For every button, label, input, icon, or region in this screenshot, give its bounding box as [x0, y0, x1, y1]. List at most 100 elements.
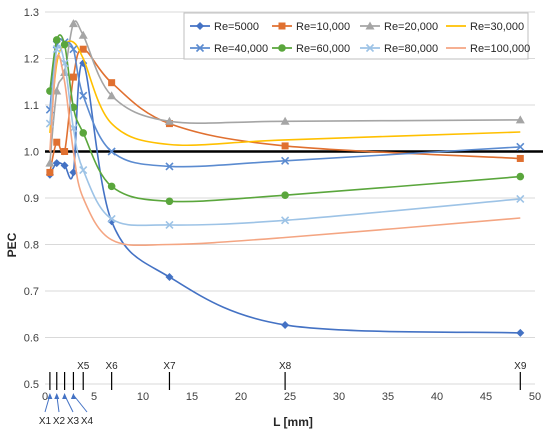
position-marker-label: X6: [106, 361, 119, 372]
series-line-5: [49, 34, 521, 203]
y-tick-label: 0.5: [24, 379, 39, 391]
data-point: [52, 86, 62, 95]
legend: Re=5000 Re=10,000 Re=20,000 Re=30,000 Re=40,…: [183, 12, 530, 60]
x-tick-label: 35: [382, 391, 394, 403]
series-group: [45, 19, 525, 337]
legend-label: Re=5000: [214, 21, 259, 33]
data-point: [60, 40, 69, 49]
data-point: [108, 79, 116, 87]
data-point: [165, 162, 174, 171]
legend-marker: [365, 21, 375, 30]
data-point: [516, 328, 525, 337]
data-point: [107, 147, 116, 156]
x-tick-label: 50: [529, 391, 541, 403]
legend-label: Re=10,000: [296, 21, 350, 33]
position-markers: X1 X2 X3 X4 X5 X6 X7 X8 X9: [39, 361, 527, 427]
data-point: [46, 168, 54, 176]
data-point: [281, 191, 289, 200]
series-line-3: [49, 40, 521, 147]
x-tick-label: 40: [431, 391, 443, 403]
legend-box: [183, 12, 529, 60]
x-tick-label: 0: [42, 391, 48, 403]
series-line-1: [49, 48, 521, 173]
position-marker-label: X8: [279, 361, 292, 372]
position-marker-arrowhead: [62, 393, 68, 399]
data-point: [61, 148, 69, 155]
x-tick-label: 30: [333, 391, 345, 403]
legend-marker: [196, 22, 204, 30]
data-point: [281, 156, 290, 165]
series-line-7: [49, 54, 521, 247]
data-point: [53, 138, 61, 146]
data-point: [281, 142, 289, 150]
data-point: [52, 45, 61, 54]
legend-marker: [195, 43, 205, 53]
data-point: [516, 154, 524, 162]
data-point: [69, 45, 78, 54]
legend-marker: [278, 22, 286, 30]
data-point: [107, 91, 117, 100]
data-point: [79, 91, 88, 100]
axes: 0.5 0.6 0.7 0.8 0.9 1.0 1.1 1.2 1.3 0 5 10 15 20 25 30 3…: [24, 7, 541, 403]
legend-label: Re=60,000: [296, 43, 350, 55]
y-tick-label: 0.8: [24, 240, 39, 252]
x-tick-label: 25: [284, 391, 296, 403]
y-tick-label: 1.2: [24, 54, 39, 66]
y-tick-label: 0.6: [24, 333, 39, 345]
position-marker-arrowhead: [70, 393, 76, 399]
position-marker-label: X9: [514, 361, 527, 372]
data-point: [107, 182, 116, 191]
data-point: [165, 197, 174, 206]
data-point: [52, 36, 61, 44]
x-tick-label: 5: [91, 391, 97, 403]
data-point: [52, 159, 61, 168]
position-marker-label: X7: [163, 361, 176, 372]
data-point: [516, 172, 525, 181]
position-marker-label: X2: [53, 416, 66, 427]
data-point: [79, 45, 87, 53]
data-point: [281, 216, 290, 225]
x-axis-title: L [mm]: [273, 415, 313, 429]
legend-marker: [365, 43, 375, 53]
y-tick-label: 0.7: [24, 286, 39, 298]
legend-marker: [278, 44, 286, 52]
position-marker-arrowhead: [47, 393, 53, 399]
data-point: [281, 320, 290, 329]
data-point: [79, 166, 88, 175]
y-tick-label: 0.9: [24, 193, 39, 205]
data-point: [78, 30, 88, 39]
data-point: [68, 19, 78, 28]
data-point: [45, 158, 55, 167]
data-point: [60, 161, 69, 170]
data-point: [164, 116, 174, 125]
position-marker-label: X1: [39, 416, 52, 427]
x-tick-label: 20: [235, 391, 247, 403]
data-point: [107, 214, 116, 223]
y-tick-label: 1.1: [24, 100, 39, 112]
data-point: [515, 115, 525, 124]
legend-label: Re=40,000: [214, 43, 268, 55]
position-marker-label: X4: [81, 416, 94, 427]
y-tick-label: 1.0: [24, 147, 39, 159]
position-marker-arrow: [73, 394, 88, 413]
x-tick-label: 10: [137, 391, 149, 403]
series-line-2: [49, 20, 521, 164]
position-marker-label: X3: [67, 416, 80, 427]
data-point: [79, 129, 88, 137]
data-point: [516, 142, 525, 151]
data-point: [165, 273, 174, 282]
position-marker-label: X5: [77, 361, 90, 372]
legend-label: Re=20,000: [384, 21, 438, 33]
x-tick-label: 45: [480, 391, 492, 403]
legend-label: Re=80,000: [384, 43, 438, 55]
data-point: [280, 116, 290, 125]
data-point: [69, 73, 77, 81]
legend-label: Re=100,000: [470, 43, 530, 55]
position-marker-arrowhead: [54, 393, 60, 399]
legend-label: Re=30,000: [470, 21, 524, 33]
y-axis-title: PEC: [5, 232, 19, 257]
data-point: [516, 194, 525, 203]
y-tick-label: 1.3: [24, 7, 39, 19]
data-point: [165, 220, 174, 230]
